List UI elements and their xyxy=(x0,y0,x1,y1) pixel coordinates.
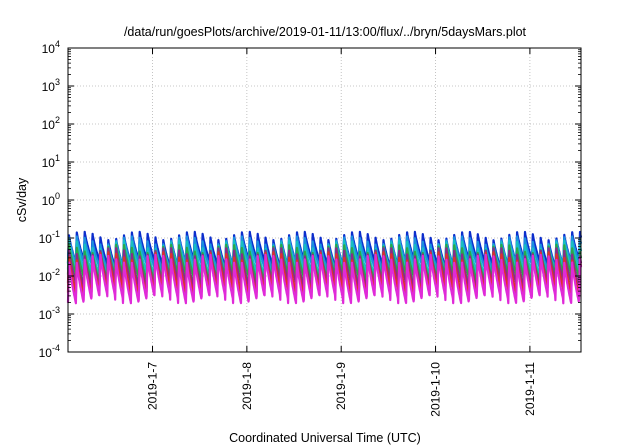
y-tick-label: 10-4 xyxy=(39,343,60,360)
x-tick-label: 2019-1-11 xyxy=(523,362,537,416)
series-group xyxy=(66,230,583,305)
x-ticks: 2019-1-7 2019-1-8 2019-1-9 2019-1-10 2019-1-… xyxy=(146,48,537,417)
y-tick-label: 104 xyxy=(42,39,60,56)
series-line xyxy=(66,253,583,305)
plot-frame xyxy=(67,47,582,353)
y-tick-label: 102 xyxy=(42,115,60,132)
y-ticks: 10-4 10-3 10-2 10-1 100 101 102 103 104 xyxy=(39,39,581,360)
y-tick-label: 103 xyxy=(42,77,60,94)
y-tick-label: 10-1 xyxy=(39,229,60,246)
y-tick-label: 101 xyxy=(42,153,60,170)
y-tick-label: 100 xyxy=(42,191,60,208)
grid xyxy=(68,48,581,352)
y-tick-label: 10-2 xyxy=(39,267,60,284)
y-tick-label: 10-3 xyxy=(39,305,60,322)
chart-title: /data/run/goesPlots/archive/2019-01-11/1… xyxy=(124,25,527,39)
x-tick-label: 2019-1-7 xyxy=(146,362,160,410)
x-axis-label: Coordinated Universal Time (UTC) xyxy=(229,431,421,445)
x-tick-label: 2019-1-10 xyxy=(429,362,443,417)
x-tick-label: 2019-1-9 xyxy=(334,362,348,410)
y-axis-label: cSv/day xyxy=(15,177,29,222)
x-tick-label: 2019-1-8 xyxy=(240,362,254,410)
